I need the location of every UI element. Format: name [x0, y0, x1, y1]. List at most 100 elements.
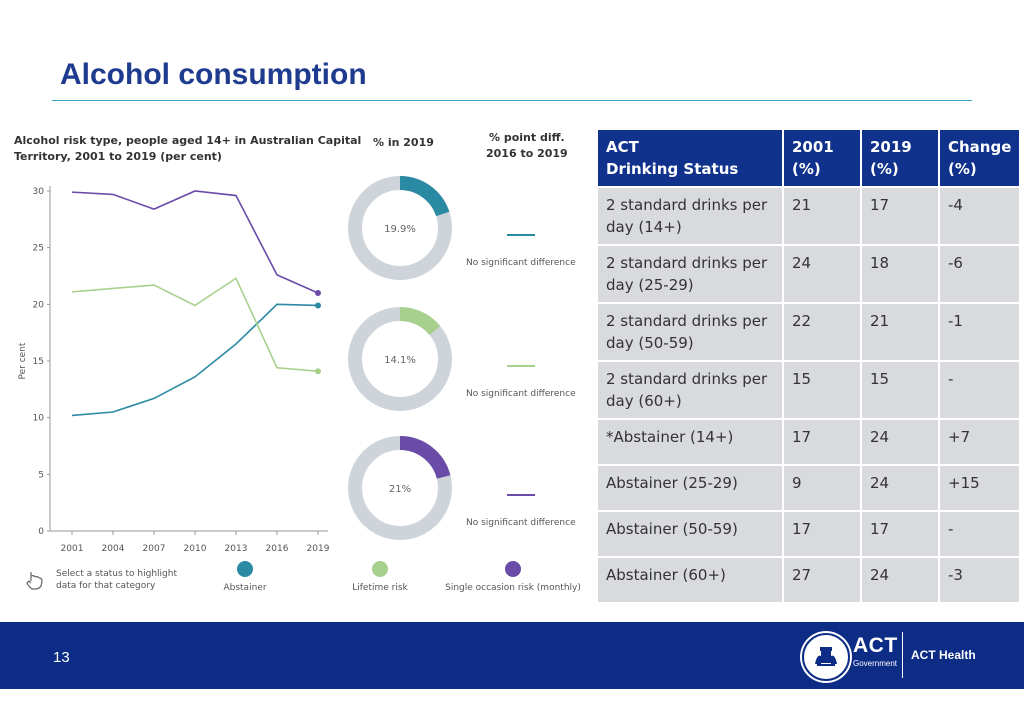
hint-line2: data for that category — [56, 581, 156, 591]
x-tick-label: 2013 — [225, 544, 248, 554]
cell-change: +7 — [937, 418, 1022, 466]
chart-legend[interactable]: Abstainer Lifetime risk Single occasion ri… — [223, 561, 581, 593]
donut-label-2: 21% — [389, 484, 411, 495]
legend-label-1[interactable]: Lifetime risk — [352, 583, 408, 593]
chart-series[interactable] — [71, 190, 321, 417]
y-axis-label: Per cent — [18, 342, 28, 379]
cell-status: 2 standard drinks per day (50-59) — [596, 302, 784, 362]
cell-status: 2 standard drinks per day (25-29) — [596, 244, 784, 304]
cell-change: - — [937, 360, 1022, 420]
x-tick-label: 2016 — [266, 544, 289, 554]
cell-status: Abstainer (25-29) — [596, 464, 784, 512]
hand-shape — [26, 572, 43, 590]
cell-2019: 17 — [860, 510, 940, 558]
logo-divider — [902, 632, 903, 678]
y-tick-label: 0 — [38, 527, 44, 537]
cell-2001: 9 — [782, 464, 862, 512]
table-row: 2 standard drinks per day (25-29) 24 18 -6 — [596, 244, 1022, 304]
cell-2001: 24 — [782, 244, 862, 304]
cell-status: 2 standard drinks per day (60+) — [596, 360, 784, 420]
y-tick-label: 10 — [33, 414, 45, 424]
page-title: Alcohol consumption — [60, 58, 367, 91]
table-header-row: ACT Drinking Status 2001 (%) 2019 (%) Ch… — [596, 128, 1022, 188]
pointer-hand-icon — [26, 572, 43, 590]
series-line-2[interactable] — [71, 190, 319, 294]
cell-2019: 18 — [860, 244, 940, 304]
table-row: 2 standard drinks per day (50-59) 22 21 -1 — [596, 302, 1022, 362]
cell-status: 2 standard drinks per day (14+) — [596, 186, 784, 246]
table-row: *Abstainer (14+) 17 24 +7 — [596, 418, 1022, 466]
y-tick-label: 20 — [33, 300, 45, 310]
cell-2001: 17 — [782, 418, 862, 466]
table-row: Abstainer (25-29) 9 24 +15 — [596, 464, 1022, 512]
act-logo-text: ACT — [853, 634, 898, 657]
series-line-1[interactable] — [71, 277, 319, 372]
header-2019: 2019 (%) — [860, 128, 940, 188]
cell-2019: 15 — [860, 360, 940, 420]
act-logo-subtext: Government — [853, 659, 898, 668]
hint-line1: Select a status to highlight — [56, 569, 177, 579]
cell-2019: 24 — [860, 556, 940, 604]
drinking-status-table: ACT Drinking Status 2001 (%) 2019 (%) Ch… — [596, 128, 1022, 604]
cell-change: -6 — [937, 244, 1022, 304]
y-tick-label: 25 — [33, 244, 44, 254]
x-tick-label: 2010 — [184, 544, 207, 554]
legend-dot-1[interactable] — [372, 561, 388, 577]
legend-dot-2[interactable] — [505, 561, 521, 577]
cell-2001: 21 — [782, 186, 862, 246]
diff-label-2: No significant difference — [466, 518, 576, 528]
header-status: ACT Drinking Status — [596, 128, 784, 188]
legend-dot-0[interactable] — [237, 561, 253, 577]
table-row: 2 standard drinks per day (60+) 15 15- — [596, 360, 1022, 420]
alcohol-risk-chart[interactable]: 0 5 10 15 20 25 30 2001 2004 2007 2010 2013 2016 2019… — [10, 130, 590, 600]
table-body: 2 standard drinks per day (14+) 21 17 -4 2 s… — [596, 186, 1022, 604]
chart-title-line1: Alcohol risk type, people aged 14+ in Au… — [14, 134, 362, 147]
act-health-label: ACT Health — [911, 648, 976, 662]
col-heading-diff: % point diff. 2016 to 2019 — [486, 130, 568, 162]
col-heading-diff-line2: 2016 to 2019 — [486, 147, 568, 160]
cell-2001: 22 — [782, 302, 862, 362]
cell-change: -4 — [937, 186, 1022, 246]
col-heading-diff-line1: % point diff. — [489, 131, 565, 144]
x-tick-label: 2007 — [143, 544, 166, 554]
donut-segment-2[interactable] — [348, 436, 452, 540]
chart-title: Alcohol risk type, people aged 14+ in Au… — [14, 133, 361, 165]
page-number: 13 — [53, 649, 70, 666]
header-change: Change (%) — [937, 128, 1022, 188]
donut-label-1: 14.1% — [384, 355, 416, 366]
cell-2001: 15 — [782, 360, 862, 420]
cell-change: -3 — [937, 556, 1022, 604]
cell-2019: 17 — [860, 186, 940, 246]
series-endpoint-1[interactable] — [315, 368, 321, 375]
cell-status: Abstainer (60+) — [596, 556, 784, 604]
header-status-line2: Drinking Status — [606, 160, 739, 178]
chart-axes: 0 5 10 15 20 25 30 2001 2004 2007 2010 2013 2016 2019… — [18, 186, 330, 554]
donut-segment-1[interactable] — [348, 307, 452, 411]
chart-donuts[interactable]: 19.9% No significant difference 14.1% No si… — [348, 176, 576, 540]
cell-2001: 27 — [782, 556, 862, 604]
series-endpoint-0[interactable] — [315, 302, 321, 309]
cell-2019: 24 — [860, 464, 940, 512]
cell-status: Abstainer (50-59) — [596, 510, 784, 558]
series-endpoint-2[interactable] — [315, 290, 321, 296]
series-line-0[interactable] — [71, 303, 319, 417]
legend-label-2[interactable]: Single occasion risk (monthly) — [445, 583, 581, 593]
x-tick-label: 2001 — [61, 544, 84, 554]
donut-label-0: 19.9% — [384, 224, 416, 235]
diff-label-0: No significant difference — [466, 258, 576, 268]
table-row: Abstainer (60+) 27 24 -3 — [596, 556, 1022, 604]
y-tick-label: 15 — [33, 357, 44, 367]
legend-label-0[interactable]: Abstainer — [223, 583, 266, 593]
x-tick-label: 2019 — [307, 544, 330, 554]
header-status-line1: ACT — [606, 138, 639, 156]
cell-change: -1 — [937, 302, 1022, 362]
table-row: Abstainer (50-59) 17 17- — [596, 510, 1022, 558]
act-crest-logo — [802, 633, 850, 681]
donut-segment-0[interactable] — [348, 176, 452, 280]
x-tick-label: 2004 — [102, 544, 125, 554]
y-tick-label: 30 — [33, 187, 45, 197]
diff-label-1: No significant difference — [466, 389, 576, 399]
cell-status: *Abstainer (14+) — [596, 418, 784, 466]
cell-2001: 17 — [782, 510, 862, 558]
chart-hint: Select a status to highlight data for tha… — [26, 569, 177, 591]
